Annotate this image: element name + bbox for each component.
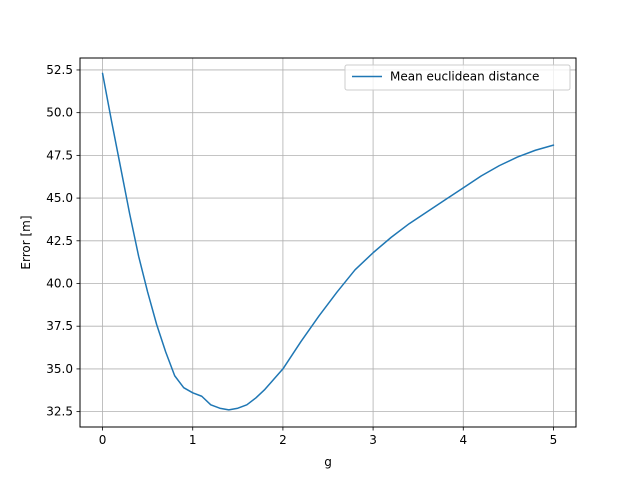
y-tick-label: 40.0 — [46, 277, 73, 291]
y-tick-label: 47.5 — [46, 148, 73, 162]
legend-box — [344, 64, 571, 91]
x-tick-label: 4 — [459, 433, 467, 447]
x-tick-label: 2 — [279, 433, 287, 447]
y-tick-label: 37.5 — [46, 319, 73, 333]
x-axis-ticks: 0 1 2 3 4 5 — [99, 427, 558, 447]
y-axis-label: Error [m] — [19, 215, 33, 269]
series-line — [101, 72, 555, 411]
y-tick-label: 45.0 — [46, 191, 73, 205]
plot-frame — [79, 57, 577, 428]
legend: Mean euclidean distance — [344, 64, 571, 91]
y-tick-label: 32.5 — [46, 405, 73, 419]
legend-entry-label: Mean euclidean distance — [390, 70, 539, 84]
series-lines — [101, 72, 555, 411]
grid-lines — [80, 58, 576, 427]
x-tick-label: 1 — [189, 433, 197, 447]
y-tick-label: 35.0 — [46, 362, 73, 376]
x-axis-label: g — [324, 455, 332, 469]
y-tick-label: 52.5 — [46, 63, 73, 77]
x-tick-label: 3 — [369, 433, 377, 447]
y-axis-ticks: 32.5 35.0 37.5 40.0 42.5 45.0 47.5 50.0 52.5 — [46, 63, 80, 419]
y-tick-label: 50.0 — [46, 106, 73, 120]
x-tick-label: 0 — [99, 433, 107, 447]
y-tick-label: 42.5 — [46, 234, 73, 248]
x-tick-label: 5 — [550, 433, 558, 447]
